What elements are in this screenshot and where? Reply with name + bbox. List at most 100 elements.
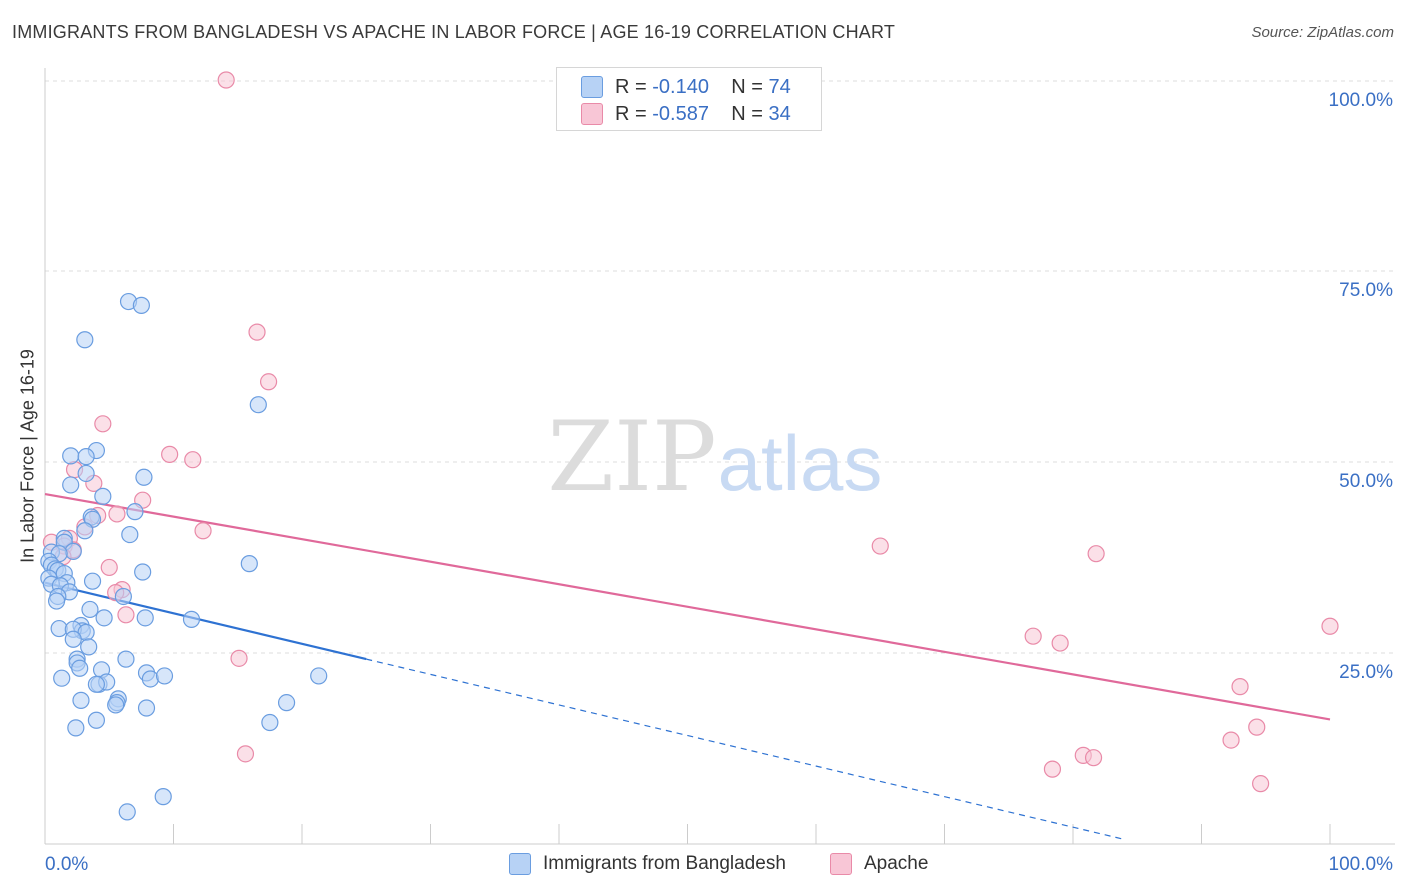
legend-swatch-blue [509,853,531,875]
point-bangladesh [132,296,150,314]
point-bangladesh [155,667,174,685]
point-bangladesh [71,659,89,677]
point-bangladesh [261,713,279,732]
point-bangladesh [76,331,94,349]
legend-swatch-pink [830,853,852,875]
x-tick-label: 100.0% [1329,854,1394,875]
axes [44,68,1395,845]
point-apache [100,558,118,577]
point-bangladesh [87,711,106,729]
point-bangladesh [77,464,95,483]
legend-n-value: 34 [768,102,791,125]
point-bangladesh [80,638,98,656]
point-apache [161,445,179,463]
point-bangladesh [53,669,71,687]
point-bangladesh [95,609,113,627]
point-apache [236,745,255,763]
legend-swatch-blue [581,76,603,98]
x-tick-labels: 0.0% 100.0% [45,854,1393,875]
point-bangladesh [249,396,267,414]
watermark: ZIP atlas [547,401,882,513]
point-bangladesh [47,592,66,610]
point-bangladesh [182,610,201,628]
legend-item-apache[interactable]: Apache [830,850,928,878]
point-apache [259,373,278,391]
point-bangladesh [118,803,136,821]
y-axis-label: In Labor Force | Age 16-19 [17,349,38,563]
x-tick-label: 0.0% [45,854,88,875]
point-apache [1222,731,1240,749]
legend-r-value: -0.587 [652,102,709,125]
data-points [40,71,1339,821]
legend-swatch-pink [581,103,603,125]
y-tick-label: 75.0% [1339,280,1393,301]
point-bangladesh [64,542,82,560]
trend-line-bangladesh-extension [366,658,1125,840]
legend-r-label: R = [615,75,647,98]
legend-n-label: N = [731,102,763,125]
point-bangladesh [67,719,85,737]
point-bangladesh [83,572,102,590]
legend-r-label: R = [615,102,647,125]
point-apache [1024,627,1042,645]
legend-r-value: -0.140 [652,75,709,98]
watermark-atlas: atlas [718,419,883,507]
point-bangladesh [62,447,80,465]
point-apache [230,649,248,667]
point-apache [1087,545,1105,563]
point-apache [94,415,112,433]
point-bangladesh [114,587,132,606]
point-apache [248,323,266,341]
watermark-zip: ZIP [547,401,716,513]
point-bangladesh [76,522,94,540]
legend-n-value: 74 [768,75,791,98]
point-apache [1051,634,1069,652]
legend-item-bangladesh[interactable]: Immigrants from Bangladesh [509,850,786,878]
point-bangladesh [137,699,156,717]
y-tick-label: 25.0% [1339,662,1393,683]
point-bangladesh [94,487,112,505]
legend-row-apache: R = -0.587 N = 34 [581,101,791,127]
y-tick-labels: 25.0% 50.0% 75.0% 100.0% [1329,90,1394,683]
point-apache [184,451,202,469]
legend-label-bangladesh: Immigrants from Bangladesh [543,853,786,874]
point-bangladesh [62,476,80,494]
point-bangladesh [77,448,95,466]
point-apache [871,537,889,555]
point-bangladesh [277,694,296,712]
stats-legend: R = -0.140 N = 74 R = -0.587 N = 34 [556,67,822,131]
point-apache [1248,718,1266,736]
point-bangladesh [81,600,99,619]
point-bangladesh [87,675,106,693]
point-apache [108,505,126,523]
point-bangladesh [121,525,139,544]
point-bangladesh [136,609,154,627]
point-apache [194,522,212,540]
trend-lines [44,493,1331,840]
point-bangladesh [134,563,152,581]
legend-label-apache: Apache [864,853,929,874]
point-apache [1043,760,1062,778]
point-bangladesh [64,630,82,648]
source-label: Source: ZipAtlas.com [1251,24,1394,41]
chart-title: IMMIGRANTS FROM BANGLADESH VS APACHE IN … [12,22,896,42]
point-apache [1252,775,1270,793]
point-bangladesh [141,670,159,688]
point-bangladesh [240,555,258,573]
point-apache [217,71,235,89]
point-apache [1084,749,1103,767]
point-apache [1231,678,1249,696]
point-bangladesh [154,788,172,806]
point-bangladesh [72,691,90,709]
point-bangladesh [135,468,153,486]
point-bangladesh [117,650,135,668]
point-apache [117,606,135,624]
trend-line-bangladesh [44,581,367,661]
point-bangladesh [310,667,328,685]
legend-n-label: N = [731,75,763,98]
point-bangladesh [107,696,125,714]
y-tick-label: 100.0% [1329,90,1394,111]
legend-row-bangladesh: R = -0.140 N = 74 [581,74,791,100]
trend-line-apache [44,493,1331,721]
